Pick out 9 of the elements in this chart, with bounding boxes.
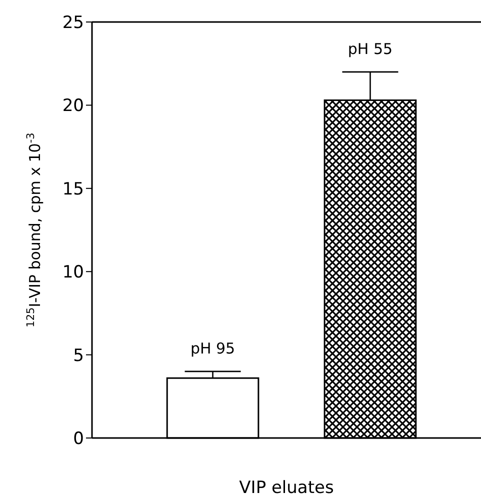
- y-tick-label: 25: [62, 12, 84, 33]
- y-tick-label: 20: [62, 96, 84, 116]
- x-axis-title: VIP eluates: [239, 478, 334, 498]
- y-tick-label: 15: [62, 179, 84, 200]
- y-tick-label: 5: [73, 346, 84, 366]
- y-tick-label: 0: [73, 428, 84, 449]
- annotation: pH 55: [348, 40, 393, 58]
- annotation: pH 95: [190, 339, 236, 358]
- y-tick-label: 10: [62, 262, 84, 283]
